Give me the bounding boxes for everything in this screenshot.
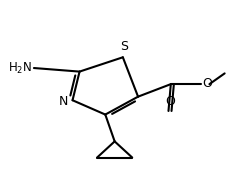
Text: S: S [120,40,128,53]
Text: O: O [165,95,175,108]
Text: N: N [59,95,68,108]
Text: H$_2$N: H$_2$N [8,61,32,76]
Text: O: O [202,77,212,90]
